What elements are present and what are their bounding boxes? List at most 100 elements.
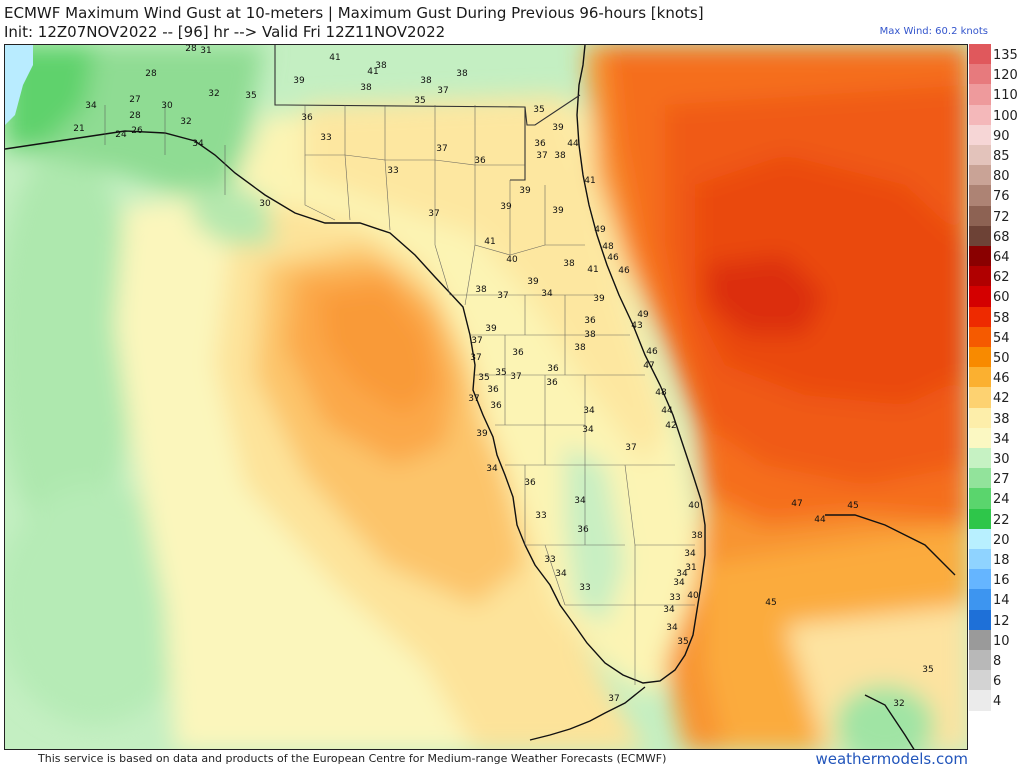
gust-value-label: 24 <box>115 130 127 140</box>
gust-value-label: 38 <box>456 69 468 79</box>
gust-value-label: 46 <box>607 253 619 263</box>
gust-value-label: 41 <box>484 237 495 247</box>
gust-value-label: 36 <box>577 525 589 535</box>
colorbar-cell <box>969 44 991 65</box>
gust-value-label: 31 <box>685 563 696 573</box>
colorbar-cell <box>969 629 991 651</box>
gust-value-label: 48 <box>602 242 614 252</box>
gust-value-label: 27 <box>129 95 140 105</box>
gust-value-label: 33 <box>669 593 680 603</box>
colorbar-label: 8 <box>993 654 1002 669</box>
gust-value-label: 35 <box>533 105 544 115</box>
gust-value-label: 39 <box>552 206 564 216</box>
colorbar-label: 6 <box>993 674 1002 690</box>
gust-value-label: 48 <box>655 388 667 398</box>
gust-value-label: 32 <box>893 699 904 709</box>
gust-value-label: 30 <box>259 199 271 209</box>
gust-value-label: 38 <box>375 61 387 71</box>
gust-value-label: 39 <box>552 123 564 133</box>
colorbar-label: 90 <box>993 128 1010 144</box>
gust-value-label: 39 <box>593 294 605 304</box>
colorbar-label: 50 <box>993 351 1010 366</box>
gust-value-label: 40 <box>506 255 518 265</box>
gust-value-label: 44 <box>814 515 826 525</box>
colorbar-cell <box>969 448 991 469</box>
colorbar-cell <box>969 387 991 409</box>
gust-value-label: 30 <box>161 101 173 111</box>
colorbar-label: 4 <box>993 694 1002 710</box>
colorbar-cell <box>969 549 991 570</box>
gust-value-label: 38 <box>574 343 586 353</box>
gust-value-label: 21 <box>73 124 84 134</box>
gust-value-label: 37 <box>510 372 521 382</box>
colorbar-cell <box>969 347 991 368</box>
gust-value-label: 34 <box>666 623 678 633</box>
gust-value-label: 37 <box>536 151 547 161</box>
gust-value-label: 47 <box>791 499 802 509</box>
gust-value-label: 37 <box>470 353 481 363</box>
gust-value-label: 34 <box>673 578 685 588</box>
gust-value-label: 34 <box>583 406 595 416</box>
colorbar-cell <box>969 508 991 530</box>
colorbar-label: 38 <box>993 411 1010 427</box>
state-borders <box>274 45 581 181</box>
gust-value-label: 32 <box>180 117 191 127</box>
gust-value-label: 37 <box>625 443 636 453</box>
colorbar-cell <box>969 64 991 86</box>
gust-value-label: 32 <box>208 89 219 99</box>
gust-value-label: 36 <box>512 348 524 358</box>
colorbar-label: 110 <box>993 88 1018 104</box>
colorbar-cell <box>969 427 991 449</box>
gust-value-label: 39 <box>485 324 497 334</box>
gust-value-label: 41 <box>329 53 340 63</box>
gust-value-label: 41 <box>367 67 378 77</box>
gust-value-label: 26 <box>131 126 143 136</box>
colorbar-label: 80 <box>993 169 1010 185</box>
gust-value-label: 36 <box>524 478 536 488</box>
colorbar-cell <box>969 286 991 308</box>
mexico-blue-patch <box>5 45 33 125</box>
colorbar-cell <box>969 488 991 510</box>
gust-value-label: 28 <box>129 111 141 121</box>
gust-value-label: 38 <box>691 531 703 541</box>
gust-value-label: 33 <box>535 511 546 521</box>
gust-value-label: 36 <box>547 364 559 374</box>
colorbar-label: 64 <box>993 250 1010 265</box>
colorbar-cell <box>969 528 991 550</box>
gust-value-label: 42 <box>665 421 676 431</box>
colorbar-cell <box>969 246 991 267</box>
gust-value-label: 34 <box>192 139 204 149</box>
gust-value-label: 34 <box>486 464 498 474</box>
colorbar-cell <box>969 569 991 591</box>
gust-value-label: 34 <box>663 605 675 615</box>
gust-value-label: 37 <box>436 144 447 154</box>
colorbar-cell <box>969 165 991 187</box>
gust-value-label: 40 <box>688 501 700 511</box>
gust-value-label: 33 <box>544 555 555 565</box>
gust-value-label: 33 <box>579 583 590 593</box>
map-title: ECMWF Maximum Wind Gust at 10-meters | M… <box>4 4 704 22</box>
gust-value-label: 36 <box>490 401 502 411</box>
site-link[interactable]: weathermodels.com <box>815 750 968 768</box>
colorbar-cell <box>969 609 991 631</box>
gust-value-label: 37 <box>428 209 439 219</box>
colorbar-cell <box>969 104 991 126</box>
colorbar-cell <box>969 225 991 247</box>
gust-value-label: 40 <box>687 591 699 601</box>
gust-value-label: 33 <box>387 166 398 176</box>
gust-value-label: 49 <box>637 310 649 320</box>
gust-value-label: 36 <box>584 316 596 326</box>
max-wind-readout: Max Wind: 60.2 knots <box>879 26 988 37</box>
colorbar-label: 14 <box>993 593 1010 609</box>
gust-value-label: 37 <box>468 394 479 404</box>
colorbar-cell <box>969 326 991 348</box>
gust-value-label: 34 <box>684 549 696 559</box>
wind-gust-map: 28 28 31 34 27 28 30 32 35 32 34 30 39 41 38 41 38 38 38 37… <box>4 44 968 750</box>
attribution-footer: This service is based on data and produc… <box>38 752 667 765</box>
colorbar-label: 24 <box>993 492 1010 508</box>
gust-value-label: 34 <box>541 289 553 299</box>
gust-value-label: 37 <box>497 291 508 301</box>
gust-value-label: 35 <box>677 637 688 647</box>
gust-value-label: 35 <box>495 368 506 378</box>
